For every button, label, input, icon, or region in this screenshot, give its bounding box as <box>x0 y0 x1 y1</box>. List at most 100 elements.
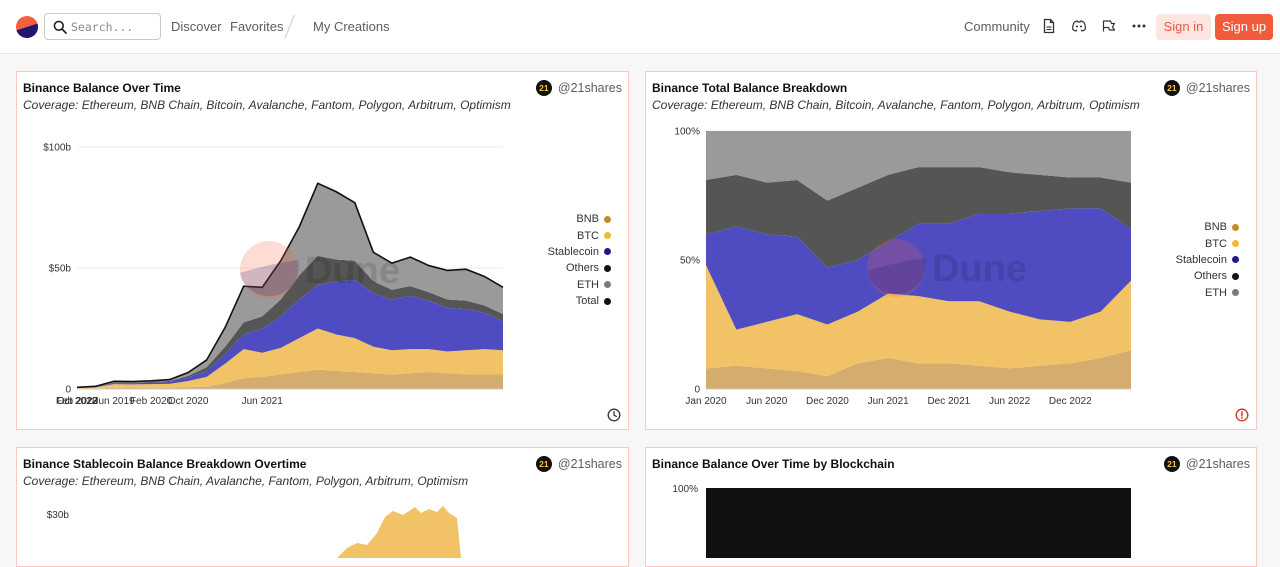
legend-dot-icon <box>1232 256 1239 264</box>
legend-item[interactable]: ETH <box>1176 285 1239 301</box>
series-area-eth[interactable] <box>77 183 503 388</box>
legend-item[interactable]: BTC <box>1176 235 1239 251</box>
x-tick-label: Jan 2020 <box>685 396 727 407</box>
total-balance-breakdown-chart: 0 50% 100% Jan 2020 Jun 2020 Dec 2020 Jun 2021… <box>674 127 1131 407</box>
legend-label: Total <box>575 295 599 308</box>
card-subtitle: Coverage: Ethereum, BNB Chain, Avalanche… <box>23 474 469 488</box>
stablecoin-area <box>337 506 461 558</box>
x-tick-label: Oct 2022 <box>57 396 98 407</box>
card-subtitle: Coverage: Ethereum, BNB Chain, Bitcoin, … <box>652 98 1140 112</box>
chart-legend: BNB BTC Stablecoin Others ETH <box>1176 219 1239 301</box>
author-handle: @21shares <box>557 81 622 95</box>
x-tick-label: Jun 2019 <box>93 396 135 407</box>
author-tag[interactable]: 21 @21shares <box>1163 456 1250 472</box>
card-title[interactable]: Binance Balance Over Time by Blockchain <box>652 457 895 471</box>
legend-dot-icon <box>604 264 611 272</box>
search-input[interactable] <box>71 18 157 36</box>
x-tick-label: Oct 2020 <box>168 396 209 407</box>
discord-icon[interactable] <box>1071 18 1087 34</box>
y-tick-label: $30b <box>47 510 70 521</box>
series-area-stablecoin[interactable] <box>706 208 1131 330</box>
chart-card-stablecoin-breakdown: Binance Stablecoin Balance Breakdown Ove… <box>16 447 629 567</box>
legend-item[interactable]: Total <box>548 293 611 309</box>
x-tick-label: Jun 2020 <box>746 396 788 407</box>
blockchain-area <box>706 488 1131 558</box>
legend-item[interactable]: BTC <box>548 227 611 243</box>
dune-watermark-icon: Dune <box>240 241 400 299</box>
balance-by-blockchain-chart: 100% <box>672 484 1131 558</box>
y-tick-label: $50b <box>49 264 72 275</box>
author-tag[interactable]: 21 @21shares <box>535 456 622 472</box>
dune-logo-icon[interactable] <box>16 16 38 38</box>
nav-discover-link[interactable]: Discover <box>171 19 222 34</box>
card-title[interactable]: Binance Stablecoin Balance Breakdown Ove… <box>23 457 307 471</box>
author-tag[interactable]: 21 @21shares <box>535 80 622 96</box>
dune-watermark-icon: Dune <box>867 239 1027 297</box>
avatar: 21 <box>1163 80 1180 96</box>
legend-label: Stablecoin <box>1175 253 1227 266</box>
legend-label: Others <box>1193 270 1227 283</box>
legend-item[interactable]: BNB <box>548 211 611 227</box>
chart-card-balance-by-blockchain: Binance Balance Over Time by Blockchain … <box>645 447 1257 567</box>
x-tick-label: Jun 2022 <box>989 396 1031 407</box>
author-handle: @21shares <box>1185 457 1250 471</box>
nav-my-creations-link[interactable]: My Creations <box>313 19 390 34</box>
author-handle: @21shares <box>557 457 622 471</box>
nav-community-link[interactable]: Community <box>964 19 1030 34</box>
y-tick-label: 0 <box>694 385 700 396</box>
x-tick-label: Oct 2018 <box>57 396 98 407</box>
alert-icon[interactable] <box>1235 408 1249 422</box>
series-area-others[interactable] <box>706 167 1131 268</box>
card-title[interactable]: Binance Total Balance Breakdown <box>652 81 848 95</box>
legend-label: BNB <box>576 213 599 226</box>
y-tick-label: $100b <box>43 143 71 154</box>
legend-dot-icon <box>1232 289 1239 297</box>
x-tick-label: Jun 2021 <box>868 396 910 407</box>
legend-dot-icon <box>1232 272 1239 280</box>
docs-icon[interactable] <box>1041 18 1057 34</box>
watermark-text: Dune <box>932 248 1027 290</box>
sign-in-button[interactable]: Sign in <box>1156 14 1211 40</box>
x-tick-label: Dec 2021 <box>927 396 970 407</box>
series-area-bnb[interactable] <box>706 350 1131 389</box>
legend-dot-icon <box>604 281 611 289</box>
legend-item[interactable]: Stablecoin <box>1176 252 1239 268</box>
series-area-stablecoin[interactable] <box>77 280 503 389</box>
feedback-icon[interactable] <box>1101 18 1117 34</box>
y-tick-label: 50% <box>680 256 700 267</box>
legend-item[interactable]: BNB <box>1176 219 1239 235</box>
y-tick-label: 100% <box>674 127 700 138</box>
series-line-total[interactable] <box>76 182 504 389</box>
legend-dot-icon <box>604 232 611 240</box>
sign-up-button[interactable]: Sign up <box>1215 14 1273 40</box>
legend-item[interactable]: Others <box>1176 268 1239 284</box>
author-tag[interactable]: 21 @21shares <box>1163 80 1250 96</box>
series-area-btc[interactable] <box>706 265 1131 377</box>
legend-label: BTC <box>577 229 599 242</box>
series-area-btc[interactable] <box>77 328 503 389</box>
search-icon <box>53 20 67 34</box>
y-tick-label: 100% <box>672 484 698 495</box>
legend-label: ETH <box>1205 286 1227 299</box>
series-area-eth[interactable] <box>706 131 1131 201</box>
legend-item[interactable]: Others <box>548 260 611 276</box>
avatar: 21 <box>535 456 552 472</box>
legend-label: Stablecoin <box>547 245 599 258</box>
avatar: 21 <box>1163 456 1180 472</box>
chart-legend: BNB BTC Stablecoin Others ETH Total <box>548 211 611 309</box>
more-icon[interactable] <box>1131 18 1147 34</box>
legend-item[interactable]: Stablecoin <box>548 244 611 260</box>
y-tick-label: 0 <box>65 385 71 396</box>
legend-item[interactable]: ETH <box>548 277 611 293</box>
x-tick-label: Feb 2020 <box>130 396 173 407</box>
clock-icon[interactable] <box>607 408 621 422</box>
legend-label: BNB <box>1204 221 1227 234</box>
series-area-bnb[interactable] <box>77 369 503 389</box>
card-title[interactable]: Binance Balance Over Time <box>23 81 181 95</box>
nav-favorites-link[interactable]: Favorites <box>230 19 284 34</box>
legend-dot-icon <box>604 248 611 256</box>
legend-label: Others <box>565 262 599 275</box>
search-box[interactable] <box>44 13 161 40</box>
avatar: 21 <box>535 80 552 96</box>
